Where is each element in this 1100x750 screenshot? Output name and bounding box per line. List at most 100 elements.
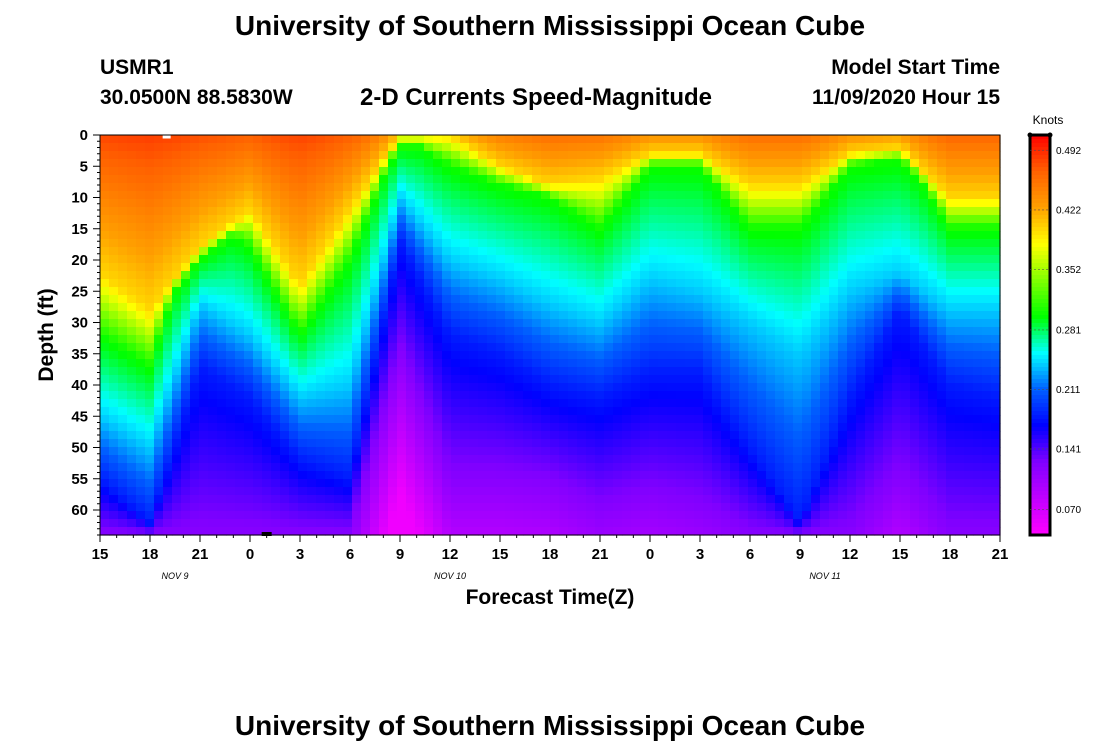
- field-cell: [262, 143, 272, 152]
- field-cell: [730, 407, 740, 416]
- field-cell: [793, 159, 803, 168]
- field-cell: [172, 383, 182, 392]
- field-cell: [316, 215, 326, 224]
- field-cell: [721, 407, 731, 416]
- field-cell: [856, 271, 866, 280]
- field-cell: [424, 455, 434, 464]
- field-cell: [892, 271, 902, 280]
- field-cell: [469, 399, 479, 408]
- field-cell: [676, 423, 686, 432]
- field-cell: [451, 495, 461, 504]
- plot-title: 2-D Currents Speed-Magnitude: [360, 84, 713, 111]
- field-cell: [784, 135, 794, 144]
- field-cell: [352, 527, 362, 536]
- field-cell: [658, 191, 668, 200]
- field-cell: [892, 143, 902, 152]
- field-cell: [109, 151, 119, 160]
- field-cell: [910, 391, 920, 400]
- field-cell: [244, 271, 254, 280]
- field-cell: [361, 439, 371, 448]
- field-cell: [721, 247, 731, 256]
- field-cell: [298, 175, 308, 184]
- field-cell: [685, 415, 695, 424]
- field-cell: [550, 223, 560, 232]
- field-cell: [235, 463, 245, 472]
- field-cell: [847, 503, 857, 512]
- field-cell: [469, 351, 479, 360]
- field-cell: [694, 223, 704, 232]
- field-cell: [649, 135, 659, 144]
- field-cell: [577, 351, 587, 360]
- field-cell: [109, 431, 119, 440]
- field-cell: [865, 167, 875, 176]
- field-cell: [802, 399, 812, 408]
- field-cell: [919, 143, 929, 152]
- field-cell: [964, 159, 974, 168]
- field-cell: [415, 271, 425, 280]
- field-cell: [595, 231, 605, 240]
- field-cell: [523, 223, 533, 232]
- field-cell: [631, 143, 641, 152]
- field-cell: [811, 191, 821, 200]
- field-cell: [136, 191, 146, 200]
- field-cell: [640, 143, 650, 152]
- field-cell: [721, 207, 731, 216]
- field-cell: [685, 295, 695, 304]
- field-cell: [964, 487, 974, 496]
- field-cell: [262, 231, 272, 240]
- field-cell: [532, 351, 542, 360]
- field-cell: [262, 247, 272, 256]
- field-cell: [568, 383, 578, 392]
- field-cell: [649, 479, 659, 488]
- field-cell: [955, 183, 965, 192]
- field-cell: [487, 159, 497, 168]
- field-cell: [775, 407, 785, 416]
- field-cell: [649, 495, 659, 504]
- field-cell: [991, 159, 1001, 168]
- field-cell: [739, 223, 749, 232]
- field-cell: [154, 367, 164, 376]
- field-cell: [532, 151, 542, 160]
- field-cell: [478, 327, 488, 336]
- field-cell: [694, 471, 704, 480]
- field-cell: [271, 263, 281, 272]
- field-cell: [424, 319, 434, 328]
- field-cell: [253, 327, 263, 336]
- field-cell: [829, 487, 839, 496]
- field-cell: [181, 167, 191, 176]
- field-cell: [703, 391, 713, 400]
- field-cell: [820, 503, 830, 512]
- field-cell: [973, 183, 983, 192]
- field-cell: [973, 415, 983, 424]
- field-cell: [307, 527, 317, 536]
- field-cell: [433, 383, 443, 392]
- field-cell: [946, 295, 956, 304]
- field-cell: [541, 351, 551, 360]
- field-cell: [640, 167, 650, 176]
- field-cell: [901, 447, 911, 456]
- field-cell: [856, 223, 866, 232]
- field-cell: [559, 375, 569, 384]
- field-cell: [298, 255, 308, 264]
- field-cell: [946, 287, 956, 296]
- field-cell: [172, 519, 182, 528]
- field-cell: [406, 199, 416, 208]
- field-cell: [703, 471, 713, 480]
- field-cell: [829, 239, 839, 248]
- field-cell: [379, 223, 389, 232]
- field-cell: [919, 183, 929, 192]
- field-cell: [982, 399, 992, 408]
- field-cell: [190, 199, 200, 208]
- field-cell: [694, 455, 704, 464]
- field-cell: [136, 527, 146, 536]
- field-cell: [586, 383, 596, 392]
- field-cell: [487, 319, 497, 328]
- field-cell: [685, 263, 695, 272]
- field-cell: [460, 407, 470, 416]
- field-cell: [622, 231, 632, 240]
- field-cell: [163, 383, 173, 392]
- field-cell: [217, 447, 227, 456]
- field-cell: [712, 511, 722, 520]
- field-cell: [361, 151, 371, 160]
- field-cell: [550, 143, 560, 152]
